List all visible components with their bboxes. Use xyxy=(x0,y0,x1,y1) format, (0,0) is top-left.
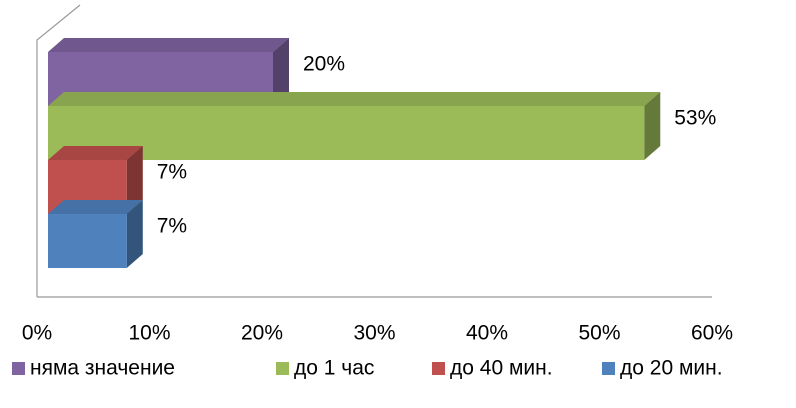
x-tick-label: 0% xyxy=(22,322,52,345)
bar-top xyxy=(48,92,661,106)
bar-top-shade xyxy=(48,38,289,52)
bar-side xyxy=(644,92,661,160)
data-label: 53% xyxy=(674,107,716,130)
x-tick-label: 30% xyxy=(353,322,395,345)
legend-swatch xyxy=(12,362,25,375)
bar-side-shade xyxy=(644,92,661,160)
bar-side-shade xyxy=(273,38,289,106)
bar-front xyxy=(48,214,127,268)
data-label: 20% xyxy=(303,53,345,76)
legend-label: до 1 час xyxy=(294,357,374,380)
legend-label: до 20 мин. xyxy=(620,357,723,380)
bar-side xyxy=(126,200,143,268)
x-tick-label: 10% xyxy=(128,322,170,345)
legend-label: няма значение xyxy=(30,357,175,380)
data-label: 7% xyxy=(157,161,187,184)
bar-top-shade xyxy=(48,200,143,214)
walls xyxy=(36,4,712,298)
x-tick-label: 40% xyxy=(466,322,508,345)
bar xyxy=(48,200,143,268)
bar-top-shade xyxy=(48,146,143,160)
legend-swatch xyxy=(602,362,615,375)
bar-side xyxy=(126,146,143,214)
x-tick-label: 60% xyxy=(691,322,733,345)
legend-swatch xyxy=(432,362,445,375)
bar-top xyxy=(48,200,143,214)
bar-side-shade xyxy=(126,146,143,214)
x-tick-label: 20% xyxy=(241,322,283,345)
x-tick-label: 50% xyxy=(578,322,620,345)
bar-front xyxy=(48,106,645,160)
bar-top-shade xyxy=(48,92,661,106)
bar-top xyxy=(48,38,289,52)
bar-top xyxy=(48,146,143,160)
bar xyxy=(48,92,661,160)
data-label: 7% xyxy=(157,215,187,238)
back-wall xyxy=(36,4,81,297)
bar-side-shade xyxy=(126,200,143,268)
bar-side xyxy=(273,38,289,106)
bar xyxy=(48,38,289,106)
legend-swatch xyxy=(276,362,289,375)
legend-label: до 40 мин. xyxy=(450,357,553,380)
